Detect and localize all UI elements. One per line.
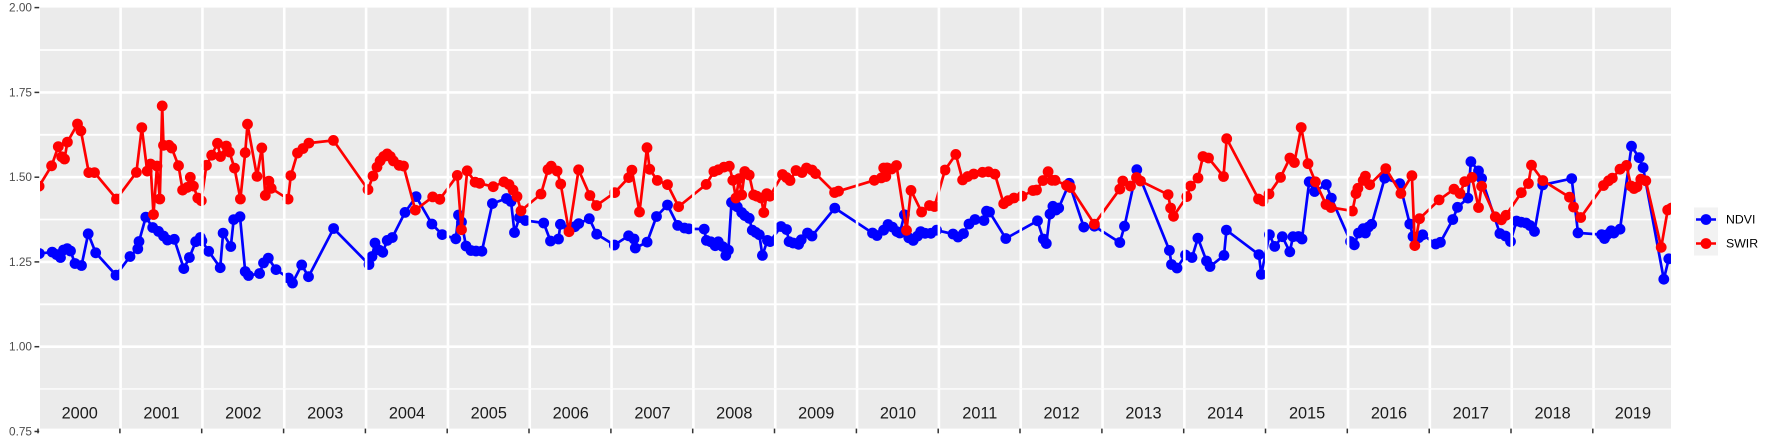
svg-text:0.75: 0.75 xyxy=(9,425,32,439)
svg-text:2006: 2006 xyxy=(553,405,589,423)
svg-text:2013: 2013 xyxy=(1125,405,1161,423)
svg-text:1.75: 1.75 xyxy=(9,85,32,99)
svg-text:2.00: 2.00 xyxy=(9,1,32,15)
svg-text:2003: 2003 xyxy=(307,405,343,423)
svg-text:2016: 2016 xyxy=(1371,405,1407,423)
svg-text:2004: 2004 xyxy=(389,405,425,423)
svg-text:2001: 2001 xyxy=(143,405,179,423)
svg-text:2019: 2019 xyxy=(1615,405,1651,423)
svg-text:2002: 2002 xyxy=(225,405,261,423)
svg-text:2017: 2017 xyxy=(1453,405,1489,423)
svg-text:2007: 2007 xyxy=(634,405,670,423)
svg-text:2008: 2008 xyxy=(716,405,752,423)
svg-text:2014: 2014 xyxy=(1207,405,1243,423)
svg-text:2015: 2015 xyxy=(1289,405,1325,423)
svg-text:2018: 2018 xyxy=(1534,405,1570,423)
svg-text:2009: 2009 xyxy=(798,405,834,423)
svg-text:2011: 2011 xyxy=(962,405,997,423)
svg-text:2000: 2000 xyxy=(62,405,98,423)
svg-text:2012: 2012 xyxy=(1043,405,1079,423)
svg-text:1.00: 1.00 xyxy=(9,340,32,354)
svg-text:2005: 2005 xyxy=(471,405,507,423)
svg-text:1.25: 1.25 xyxy=(9,255,32,269)
svg-text:2010: 2010 xyxy=(880,405,916,423)
svg-text:1.50: 1.50 xyxy=(9,170,32,184)
svg-text:SWIR: SWIR xyxy=(1726,237,1758,251)
svg-text:NDVI: NDVI xyxy=(1726,213,1755,227)
